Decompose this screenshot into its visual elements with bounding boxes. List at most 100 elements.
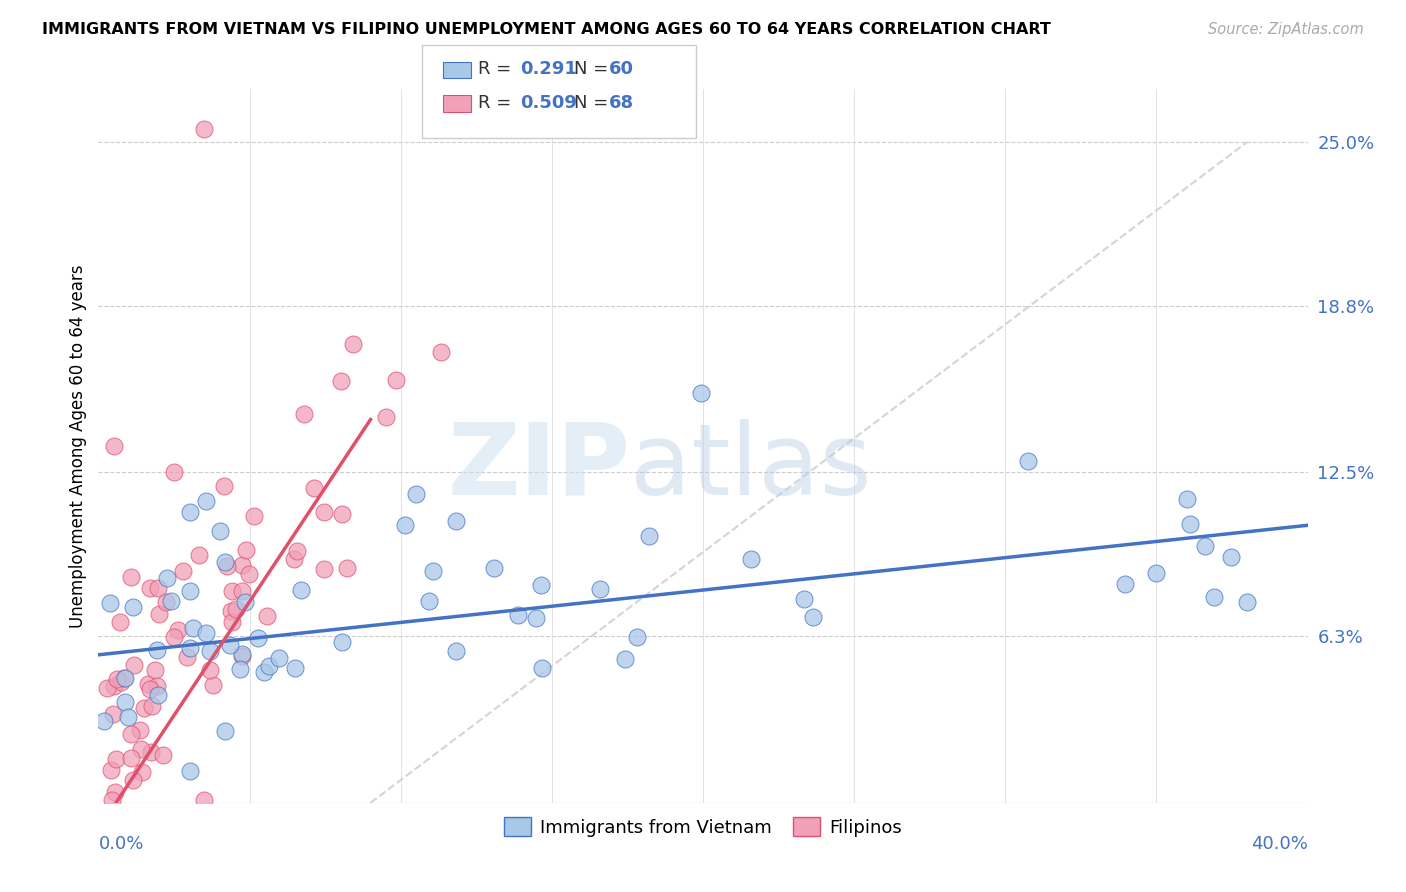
Point bbox=[335, 561, 357, 575]
Point bbox=[103, 706, 125, 721]
Point bbox=[482, 561, 505, 575]
Point bbox=[139, 745, 162, 759]
Point bbox=[146, 679, 169, 693]
Point bbox=[740, 552, 762, 566]
Point bbox=[526, 611, 548, 625]
Point bbox=[312, 505, 335, 519]
Point bbox=[1144, 566, 1167, 580]
Point bbox=[129, 723, 152, 737]
Point bbox=[446, 644, 468, 658]
Point bbox=[103, 679, 125, 693]
Point bbox=[179, 640, 201, 655]
Point bbox=[187, 548, 209, 562]
Point bbox=[176, 650, 198, 665]
Point bbox=[101, 793, 124, 807]
Legend: Immigrants from Vietnam, Filipinos: Immigrants from Vietnam, Filipinos bbox=[496, 810, 910, 844]
Point bbox=[112, 671, 135, 685]
Point bbox=[231, 648, 253, 663]
Point bbox=[193, 793, 215, 807]
Point bbox=[1219, 550, 1241, 565]
Text: R =: R = bbox=[478, 60, 517, 78]
Point bbox=[589, 582, 612, 597]
Point bbox=[98, 596, 121, 610]
Point bbox=[108, 615, 131, 630]
Point bbox=[690, 386, 713, 401]
Point bbox=[1017, 454, 1039, 468]
Point bbox=[121, 773, 143, 788]
Point bbox=[801, 610, 824, 624]
Point bbox=[202, 678, 225, 692]
Point bbox=[330, 374, 353, 388]
Point bbox=[198, 644, 221, 658]
Text: atlas: atlas bbox=[630, 419, 872, 516]
Point bbox=[132, 700, 155, 714]
Point bbox=[218, 638, 240, 652]
Point bbox=[181, 621, 204, 635]
Point bbox=[221, 583, 243, 598]
Point bbox=[290, 583, 312, 598]
Text: 40.0%: 40.0% bbox=[1251, 835, 1308, 853]
Point bbox=[131, 764, 153, 779]
Text: ZIP: ZIP bbox=[447, 419, 630, 516]
Point bbox=[179, 764, 201, 778]
Point bbox=[155, 595, 177, 609]
Point bbox=[139, 682, 162, 697]
Point bbox=[1204, 591, 1226, 605]
Text: N =: N = bbox=[574, 60, 607, 78]
Point bbox=[283, 552, 305, 566]
Point bbox=[1175, 491, 1198, 506]
Point bbox=[233, 595, 256, 609]
Point bbox=[252, 665, 274, 679]
Text: 0.0%: 0.0% bbox=[98, 835, 143, 853]
Point bbox=[214, 555, 236, 569]
Point bbox=[342, 337, 364, 351]
Text: N =: N = bbox=[574, 94, 607, 112]
Point bbox=[418, 594, 440, 608]
Point bbox=[96, 681, 118, 695]
Point bbox=[195, 625, 218, 640]
Point bbox=[530, 578, 553, 592]
Point bbox=[215, 559, 238, 574]
Point bbox=[179, 505, 201, 519]
Point bbox=[422, 564, 444, 578]
Point bbox=[531, 661, 554, 675]
Point bbox=[195, 493, 218, 508]
Point bbox=[312, 562, 335, 576]
Point bbox=[256, 609, 278, 624]
Point bbox=[330, 634, 353, 648]
Point bbox=[141, 698, 163, 713]
Point bbox=[103, 439, 125, 453]
Point bbox=[430, 344, 453, 359]
Point bbox=[103, 785, 125, 799]
Text: R =: R = bbox=[478, 94, 517, 112]
Point bbox=[122, 657, 145, 672]
Point bbox=[243, 508, 266, 523]
Point bbox=[1114, 576, 1136, 591]
Point bbox=[209, 524, 232, 538]
Point bbox=[228, 662, 250, 676]
Point bbox=[231, 558, 253, 572]
Point bbox=[1194, 539, 1216, 553]
Point bbox=[145, 664, 167, 678]
Point bbox=[375, 410, 398, 425]
Point bbox=[93, 714, 115, 728]
Point bbox=[122, 600, 145, 615]
Point bbox=[385, 374, 408, 388]
Point bbox=[117, 710, 139, 724]
Point bbox=[284, 661, 307, 675]
Point bbox=[394, 518, 416, 533]
Point bbox=[405, 486, 427, 500]
Point bbox=[120, 570, 142, 584]
Point bbox=[219, 604, 242, 618]
Point bbox=[163, 466, 186, 480]
Point bbox=[105, 752, 128, 766]
Text: 0.509: 0.509 bbox=[520, 94, 576, 112]
Point bbox=[120, 727, 142, 741]
Point bbox=[166, 623, 188, 637]
Point bbox=[231, 583, 253, 598]
Text: 68: 68 bbox=[609, 94, 634, 112]
Point bbox=[231, 647, 253, 661]
Point bbox=[179, 583, 201, 598]
Point bbox=[146, 643, 169, 657]
Point bbox=[506, 607, 529, 622]
